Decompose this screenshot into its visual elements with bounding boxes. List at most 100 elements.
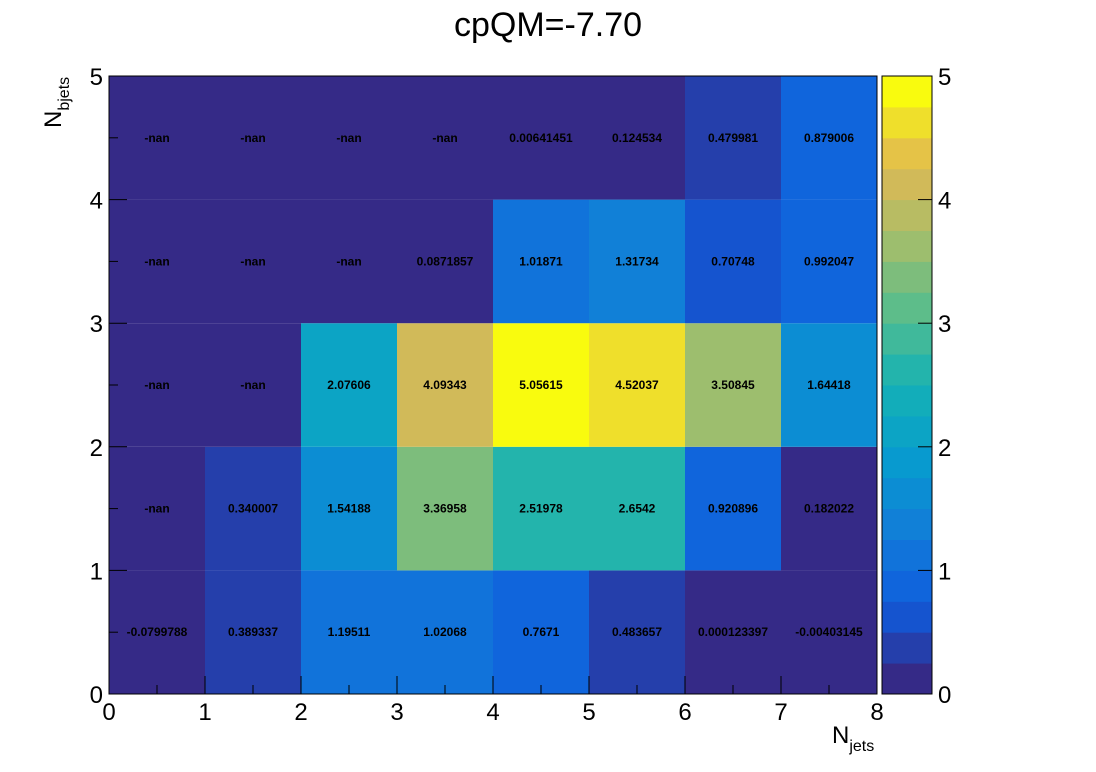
palette-swatch [882,415,932,448]
palette-swatch [882,632,932,664]
heatmap-cell [205,199,301,324]
heatmap-cell [301,570,397,694]
z-tick-label: 3 [938,311,951,338]
heatmap-cell [397,199,493,324]
x-tick-label: 7 [774,699,787,726]
cell-value-label: 4.09343 [423,378,467,392]
y-axis: 0 1 2 3 4 5 [90,64,127,709]
palette-swatch [882,323,932,355]
palette-swatch [882,292,932,324]
cell-value-label: -nan [144,254,169,268]
cell-value-label: 2.51978 [519,502,563,516]
z-tick-label: 1 [938,558,951,585]
heatmap-cell [493,570,589,694]
cell-value-label: 2.6542 [619,502,656,516]
y-axis-title: Nbjets [40,77,73,128]
heatmap-cell [397,76,493,200]
x-tick-label: 5 [582,699,595,726]
cell-value-label: 4.52037 [615,378,659,392]
y-tick-label: 2 [90,435,103,462]
x-tick-label: 1 [198,699,211,726]
heatmap-cell [109,446,205,571]
y-tick-label: 1 [90,558,103,585]
palette-swatch [882,385,932,417]
cell-value-label: 0.992047 [804,254,854,268]
cell-value-label: 0.124534 [612,131,662,145]
heatmap-cell [205,323,301,447]
cell-value-label: 1.64418 [807,378,851,392]
heatmap-cell [589,570,685,694]
heatmap-cell [589,199,685,324]
x-axis-title: Njets [832,722,874,755]
cell-value-label: 0.920896 [708,502,758,516]
palette-swatch [882,663,932,695]
heatmap-cell [301,323,397,447]
cell-value-label: 0.7671 [523,625,560,639]
cell-value-label: 0.879006 [804,131,854,145]
heatmap-cell [685,446,781,571]
x-tick-label: 0 [102,699,115,726]
heatmap-cell [589,76,685,200]
cell-value-label: -nan [336,254,361,268]
cell-value-label: -nan [240,131,265,145]
cell-value-label: -nan [336,131,361,145]
color-palette [881,75,933,695]
heatmap-cell [205,570,301,694]
heatmap-cell [781,323,877,447]
cell-value-label: 2.07606 [327,378,371,392]
palette-swatch [882,261,932,293]
cell-value-label: 3.50845 [711,378,755,392]
heatmap-cell [685,570,781,694]
cell-value-label: -nan [240,254,265,268]
heatmap-cell [109,199,205,324]
chart-title: cpQM=-7.70 [453,6,643,44]
cell-value-label: -0.00403145 [795,625,863,639]
cell-value-label: 1.01871 [519,254,563,268]
y-tick-label: 5 [90,64,103,91]
cell-value-label: 0.182022 [804,502,854,516]
cell-value-label: 1.02068 [423,625,467,639]
palette-swatch [882,168,932,201]
cell-value-label: -0.0799788 [127,625,188,639]
x-tick-label: 8 [870,699,883,726]
palette-swatch [882,106,932,139]
cell-value-label: 0.479981 [708,131,758,145]
x-tick-label: 2 [294,699,307,726]
cell-value-label: -nan [144,502,169,516]
cell-value-label: 0.00641451 [509,131,573,145]
cell-value-label: 1.54188 [327,502,371,516]
z-axis: 0 1 2 3 4 5 [918,64,951,709]
heatmap-cells [109,76,877,694]
heatmap-cell [205,446,301,571]
cell-labels: -0.0799788 0.389337 1.19511 1.02068 0.7671 0.… [127,131,863,639]
cell-value-label: -nan [144,378,169,392]
heatmap-cell [781,76,877,200]
x-tick-label: 4 [486,699,499,726]
y-tick-label: 4 [90,188,103,215]
heatmap-cell [301,446,397,571]
cell-value-label: 1.31734 [615,254,659,268]
heatmap-cell [685,323,781,447]
palette-swatch [882,477,932,510]
y-tick-label: 3 [90,311,103,338]
palette-swatch [882,76,932,108]
heatmap-cell [397,570,493,694]
heatmap-cell [493,446,589,571]
palette-swatch [882,539,932,571]
cell-value-label: 5.05615 [519,378,563,392]
palette-frame [881,75,933,695]
heatmap-cell [589,323,685,447]
z-tick-label: 0 [938,682,951,709]
palette-swatch [882,570,932,602]
cell-value-label: 0.389337 [228,625,278,639]
cell-value-label: 0.70748 [711,254,755,268]
palette-swatch [882,354,932,386]
z-tick-label: 5 [938,64,951,91]
cell-value-label: 0.000123397 [698,625,768,639]
cell-value-label: 0.483657 [612,625,662,639]
z-tick-label: 4 [938,188,951,215]
heatmap-cell [589,446,685,571]
palette-swatch [882,508,932,540]
heatmap-cell [685,76,781,200]
